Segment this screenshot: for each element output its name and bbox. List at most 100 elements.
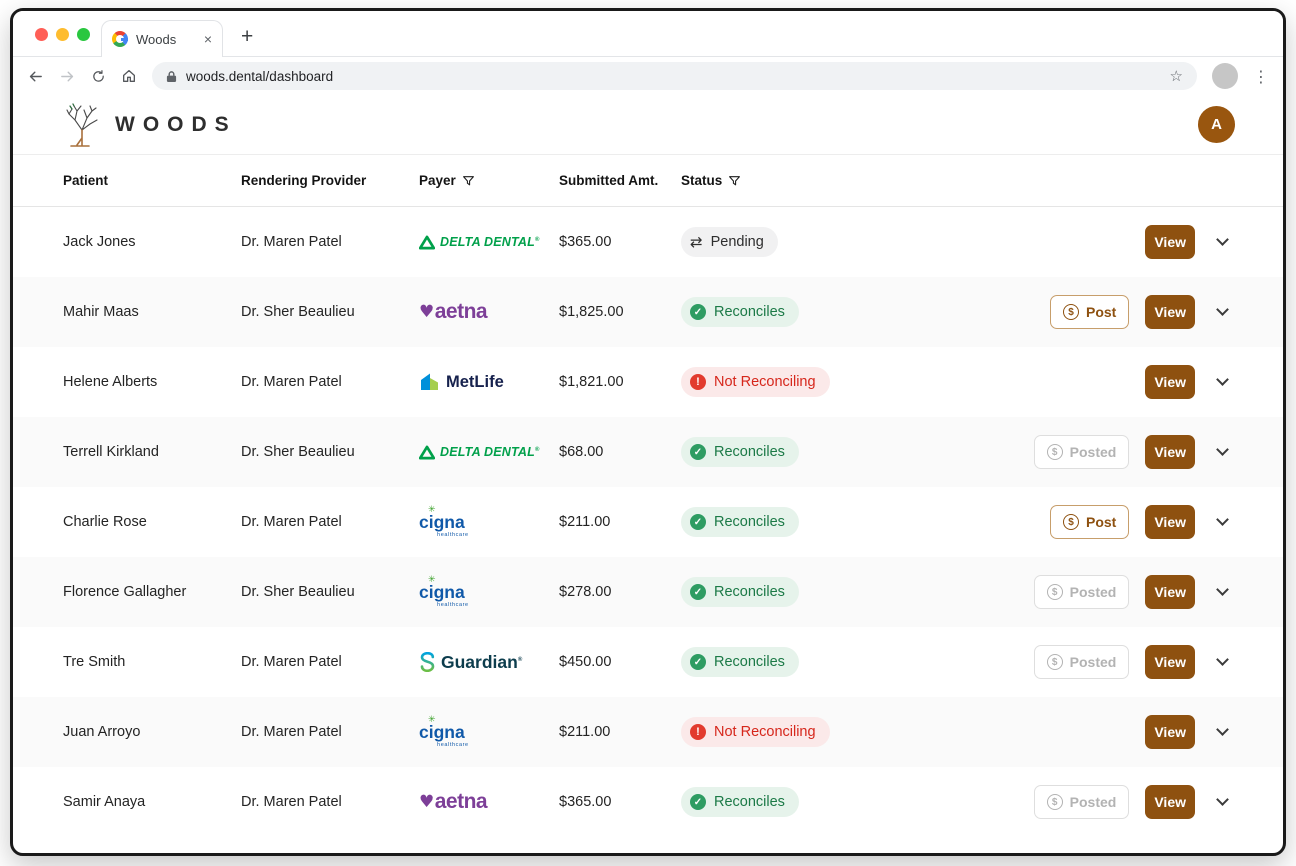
posted-button[interactable]: $ Posted xyxy=(1033,785,1130,819)
view-button[interactable]: View xyxy=(1145,295,1195,329)
check-circle-icon: ✓ xyxy=(690,654,706,670)
status-label: Reconciles xyxy=(714,654,785,670)
post-slot: $ Posted xyxy=(1033,785,1130,819)
view-button[interactable]: View xyxy=(1145,575,1195,609)
user-avatar[interactable]: A xyxy=(1198,106,1235,143)
status-cell: ✓ Reconciles xyxy=(681,787,1037,817)
patient-name: Charlie Rose xyxy=(63,514,147,530)
url-text[interactable]: woods.dental/dashboard xyxy=(186,68,334,84)
view-button[interactable]: View xyxy=(1145,365,1195,399)
chevron-down-icon[interactable] xyxy=(1211,721,1233,743)
dollar-circle-icon: $ xyxy=(1063,514,1079,530)
patient-name: Helene Alberts xyxy=(63,374,158,390)
view-button[interactable]: View xyxy=(1145,225,1195,259)
column-label: Patient xyxy=(63,173,109,188)
filter-icon[interactable] xyxy=(728,174,741,187)
row-actions: $ Post View xyxy=(1037,295,1233,329)
minimize-window-button[interactable] xyxy=(56,28,69,41)
url-bar[interactable]: woods.dental/dashboard ☆ xyxy=(152,62,1197,90)
forward-icon[interactable] xyxy=(59,68,76,85)
brand-wordmark: WOODS xyxy=(115,112,237,136)
chevron-down-icon[interactable] xyxy=(1211,511,1233,533)
status-badge: ✓ Reconciles xyxy=(681,787,799,817)
column-label: Status xyxy=(681,173,723,188)
chevron-down-icon[interactable] xyxy=(1211,791,1233,813)
posted-button[interactable]: $ Posted xyxy=(1033,435,1130,469)
home-icon[interactable] xyxy=(121,68,137,84)
browser-tab[interactable]: Woods × xyxy=(101,20,223,57)
posted-button-label: Posted xyxy=(1069,794,1117,810)
patient-name: Samir Anaya xyxy=(63,794,146,810)
status-badge: ✓ Reconciles xyxy=(681,577,799,607)
claims-table: Jack Jones Dr. Maren Patel DELTA DENTAL®… xyxy=(13,207,1283,837)
table-row: Florence Gallagher Dr. Sher Beaulieu ✳ ci… xyxy=(13,557,1283,627)
provider-name: Dr. Maren Patel xyxy=(241,794,342,810)
status-label: Pending xyxy=(710,234,764,250)
filter-icon[interactable] xyxy=(462,174,475,187)
check-circle-icon: ✓ xyxy=(690,444,706,460)
submitted-amount: $211.00 xyxy=(559,724,611,740)
close-window-button[interactable] xyxy=(35,28,48,41)
view-button[interactable]: View xyxy=(1145,785,1195,819)
payer-logo-guardian: Guardian® xyxy=(419,652,522,673)
provider-name: Dr. Sher Beaulieu xyxy=(241,304,355,320)
woods-tree-logo-icon xyxy=(63,102,103,148)
dollar-circle-icon: $ xyxy=(1063,304,1079,320)
chevron-down-icon[interactable] xyxy=(1211,651,1233,673)
heart-icon: ♥ xyxy=(419,792,434,812)
status-badge: ✓ Reconciles xyxy=(681,507,799,537)
payer-logo-delta-dental: DELTA DENTAL® xyxy=(419,445,540,460)
maximize-window-button[interactable] xyxy=(77,28,90,41)
column-header-rendering-provider: Rendering Provider xyxy=(241,173,419,188)
back-icon[interactable] xyxy=(27,68,44,85)
chevron-down-icon[interactable] xyxy=(1211,231,1233,253)
reload-icon[interactable] xyxy=(91,69,106,84)
status-cell: ✓ Reconciles xyxy=(681,297,1037,327)
view-button[interactable]: View xyxy=(1145,645,1195,679)
post-slot: $ Post xyxy=(1037,295,1130,329)
lock-icon xyxy=(166,70,177,83)
view-button[interactable]: View xyxy=(1145,505,1195,539)
submitted-amount: $365.00 xyxy=(559,794,612,810)
payer-logo-cigna: ✳ cigna healthcare xyxy=(419,715,469,749)
view-button[interactable]: View xyxy=(1145,435,1195,469)
column-header-payer: Payer xyxy=(419,173,559,188)
chevron-down-icon[interactable] xyxy=(1211,441,1233,463)
submitted-amount: $68.00 xyxy=(559,444,604,460)
dollar-circle-icon: $ xyxy=(1046,444,1063,460)
browser-menu-icon[interactable]: ⋮ xyxy=(1253,66,1269,86)
status-label: Not Reconciling xyxy=(714,724,816,740)
browser-profile-avatar[interactable] xyxy=(1212,63,1238,89)
provider-name: Dr. Sher Beaulieu xyxy=(241,584,355,600)
view-button[interactable]: View xyxy=(1145,715,1195,749)
table-row: Tre Smith Dr. Maren Patel Guardian® $450… xyxy=(13,627,1283,697)
table-header-row: Patient Rendering Provider Payer Submitted … xyxy=(13,155,1283,207)
table-row: Helene Alberts Dr. Maren Patel MetLife $… xyxy=(13,347,1283,417)
cigna-tree-icon: ✳ xyxy=(428,505,436,516)
dollar-circle-icon: $ xyxy=(1046,654,1063,670)
row-actions: $ Posted View xyxy=(1033,435,1233,469)
column-label: Payer xyxy=(419,173,456,188)
payer-logo-cigna: ✳ cigna healthcare xyxy=(419,505,469,539)
posted-button[interactable]: $ Posted xyxy=(1033,575,1130,609)
chevron-down-icon[interactable] xyxy=(1211,301,1233,323)
table-row: Terrell Kirkland Dr. Sher Beaulieu DELTA… xyxy=(13,417,1283,487)
chevron-down-icon[interactable] xyxy=(1211,371,1233,393)
payer-cell: MetLife xyxy=(419,373,559,392)
submitted-amount: $278.00 xyxy=(559,584,612,600)
posted-button[interactable]: $ Posted xyxy=(1033,645,1130,679)
row-actions: $ Posted View xyxy=(1033,785,1233,819)
column-label: Rendering Provider xyxy=(241,173,367,188)
new-tab-button[interactable]: + xyxy=(241,25,254,48)
check-circle-icon: ✓ xyxy=(690,304,706,320)
chevron-down-icon[interactable] xyxy=(1211,581,1233,603)
table-row: Juan Arroyo Dr. Maren Patel ✳ cigna health… xyxy=(13,697,1283,767)
bookmark-star-icon[interactable]: ☆ xyxy=(1169,67,1183,85)
table-row: Jack Jones Dr. Maren Patel DELTA DENTAL®… xyxy=(13,207,1283,277)
tab-close-icon[interactable]: × xyxy=(203,31,212,47)
column-header-patient: Patient xyxy=(63,173,241,188)
post-button[interactable]: $ Post xyxy=(1050,505,1130,539)
check-circle-icon: ✓ xyxy=(690,794,706,810)
column-header-status: Status xyxy=(681,173,1233,188)
post-button[interactable]: $ Post xyxy=(1050,295,1130,329)
